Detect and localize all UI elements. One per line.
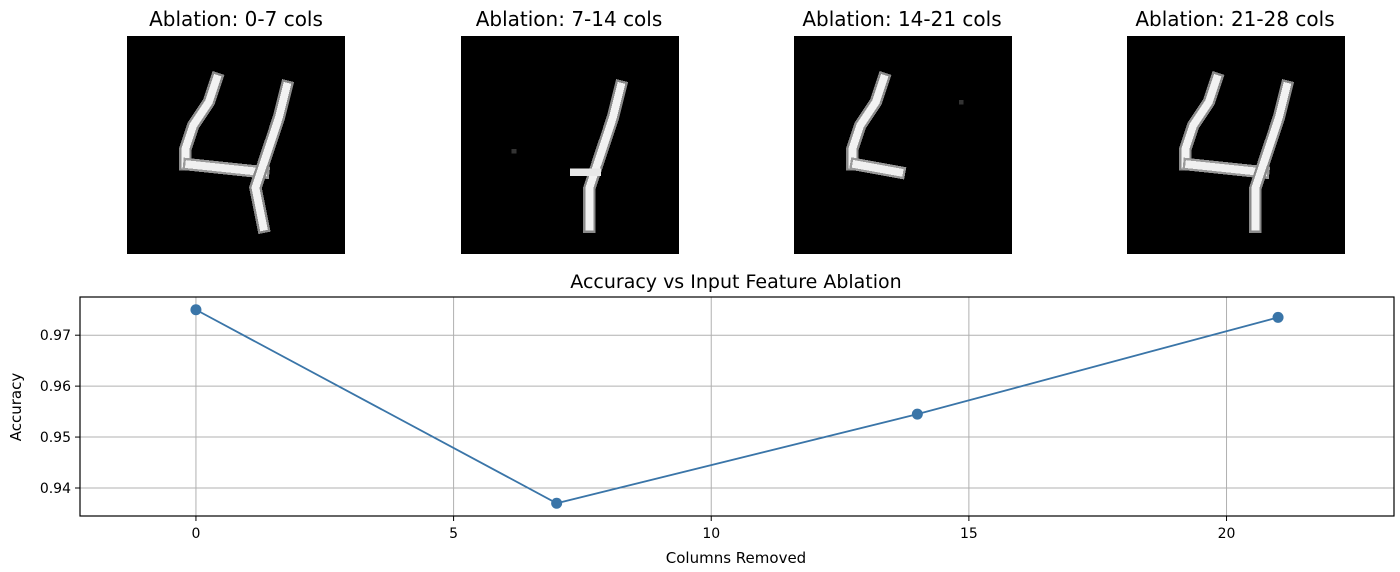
data-point <box>190 304 202 316</box>
panel-title-21-28: Ablation: 21-28 cols <box>1135 7 1335 31</box>
plot-area-frame <box>79 296 1395 517</box>
data-point <box>1272 311 1284 323</box>
panel-title-14-21: Ablation: 14-21 cols <box>802 7 1002 31</box>
digit-image-ablation-14-21 <box>794 36 1012 254</box>
y-tick-label: 0.95 <box>40 430 71 446</box>
digit-image-ablation-0-7 <box>127 36 345 254</box>
x-tick-label: 15 <box>960 526 978 542</box>
axis-ticks: 0 5 10 15 20 0.94 0.95 0.96 0.97 <box>40 328 1236 542</box>
panel-title-0-7: Ablation: 0-7 cols <box>149 7 323 31</box>
x-tick-label: 20 <box>1218 526 1236 542</box>
panel-title-7-14: Ablation: 7-14 cols <box>475 7 663 31</box>
digit-image-ablation-7-14 <box>461 36 679 254</box>
x-tick-label: 10 <box>702 526 720 542</box>
y-tick-label: 0.94 <box>40 481 71 497</box>
y-tick-label: 0.97 <box>40 328 71 344</box>
y-tick-label: 0.96 <box>40 379 71 395</box>
chart-title: Accuracy vs Input Feature Ablation <box>570 271 901 293</box>
x-axis-label: Columns Removed <box>666 549 806 567</box>
digit-image-ablation-21-28 <box>1127 36 1345 254</box>
data-point <box>911 408 923 420</box>
grid-lines <box>80 297 1394 516</box>
y-axis-label: Accuracy <box>7 373 25 442</box>
series-accuracy <box>190 304 1284 509</box>
x-tick-label: 0 <box>191 526 200 542</box>
series-line <box>195 308 1279 505</box>
x-tick-label: 5 <box>449 526 458 542</box>
data-point <box>551 497 563 509</box>
